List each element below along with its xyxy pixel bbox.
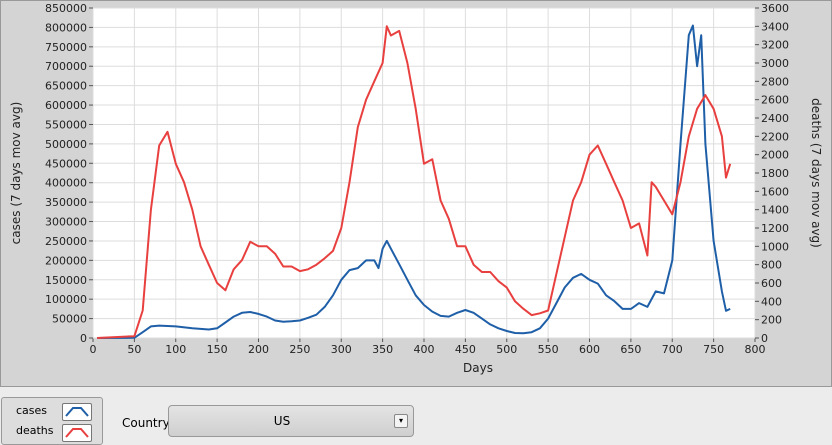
y-tick-label: 500000	[45, 138, 87, 151]
y-tick-label: 800000	[45, 21, 87, 34]
y2-tick-label: 400	[761, 295, 782, 308]
control-bar: cases deaths Country US ▾	[0, 388, 832, 445]
x-tick-label: 600	[579, 343, 600, 356]
y-tick-label: 250000	[45, 235, 87, 248]
y-tick-label: 850000	[45, 2, 87, 15]
y2-tick-label: 2000	[761, 149, 789, 162]
y2-tick-label: 3200	[761, 39, 789, 52]
y-tick-label: 400000	[45, 177, 87, 190]
y2-tick-label: 1400	[761, 204, 789, 217]
country-dropdown[interactable]: US ▾	[168, 405, 414, 437]
y-tick-label: 350000	[45, 196, 87, 209]
x-tick-label: 300	[331, 343, 352, 356]
y2-tick-label: 800	[761, 259, 782, 272]
y-tick-label: 450000	[45, 157, 87, 170]
labels: 0 50 100 150 200 250 300 350 400 450 500 550 600 650 7…	[45, 2, 789, 356]
y2-tick-label: 1600	[761, 185, 789, 198]
y-tick-label: 550000	[45, 118, 87, 131]
y2-tick-label: 2800	[761, 75, 789, 88]
y2-tick-label: 1200	[761, 222, 789, 235]
x-tick-label: 450	[455, 343, 476, 356]
legend-icon	[62, 424, 92, 442]
y2-tick-label: 2600	[761, 94, 789, 107]
y2-tick-label: 200	[761, 314, 782, 327]
y-tick-label: 750000	[45, 41, 87, 54]
x-tick-label: 350	[372, 343, 393, 356]
x-tick-label: 800	[745, 343, 766, 356]
y2-tick-label: 3600	[761, 2, 789, 15]
y2-tick-label: 600	[761, 277, 782, 290]
y-tick-label: 300000	[45, 216, 87, 229]
series-line	[97, 24, 731, 339]
dropdown-value: US	[273, 414, 291, 428]
x-tick-label: 50	[127, 343, 141, 356]
x-tick-label: 100	[165, 343, 186, 356]
y-tick-label: 50000	[52, 313, 87, 326]
y-axis-label: cases (7 days mov avg)	[9, 102, 23, 245]
y2-tick-label: 3400	[761, 20, 789, 33]
legend-icon	[62, 403, 92, 421]
x-tick-label: 200	[248, 343, 269, 356]
y2-tick-label: 3000	[761, 57, 789, 70]
y-tick-label: 0	[80, 332, 87, 345]
x-tick-label: 700	[662, 343, 683, 356]
x-tick-label: 250	[289, 343, 310, 356]
y-tick-label: 700000	[45, 60, 87, 73]
lines	[97, 24, 732, 339]
y2-tick-label: 0	[761, 332, 768, 345]
y2-tick-label: 2400	[761, 112, 789, 125]
y-tick-label: 200000	[45, 254, 87, 267]
y2-axis-label: deaths (7 days mov avg)	[809, 98, 823, 248]
y2-tick-label: 1000	[761, 240, 789, 253]
chart: 0 50 100 150 200 250 300 350 400 450 500 550 600 650 7…	[0, 0, 832, 387]
y-tick-label: 150000	[45, 274, 87, 287]
y-tick-label: 600000	[45, 99, 87, 112]
legend-label: cases	[16, 404, 48, 417]
x-tick-label: 0	[90, 343, 97, 356]
series-line	[97, 25, 732, 339]
x-tick-label: 650	[620, 343, 641, 356]
legend: cases deaths	[1, 397, 103, 445]
x-tick-label: 500	[496, 343, 517, 356]
y2-tick-label: 2200	[761, 130, 789, 143]
x-tick-label: 400	[414, 343, 435, 356]
x-tick-label: 750	[703, 343, 724, 356]
dropdown-button[interactable]: ▾	[394, 414, 408, 428]
x-tick-label: 550	[538, 343, 559, 356]
legend-label: deaths	[16, 424, 54, 437]
y-tick-label: 650000	[45, 80, 87, 93]
x-axis-label: Days	[463, 361, 493, 375]
x-tick-label: 150	[207, 343, 228, 356]
country-label: Country	[122, 416, 170, 430]
y2-tick-label: 1800	[761, 167, 789, 180]
y-tick-label: 100000	[45, 293, 87, 306]
